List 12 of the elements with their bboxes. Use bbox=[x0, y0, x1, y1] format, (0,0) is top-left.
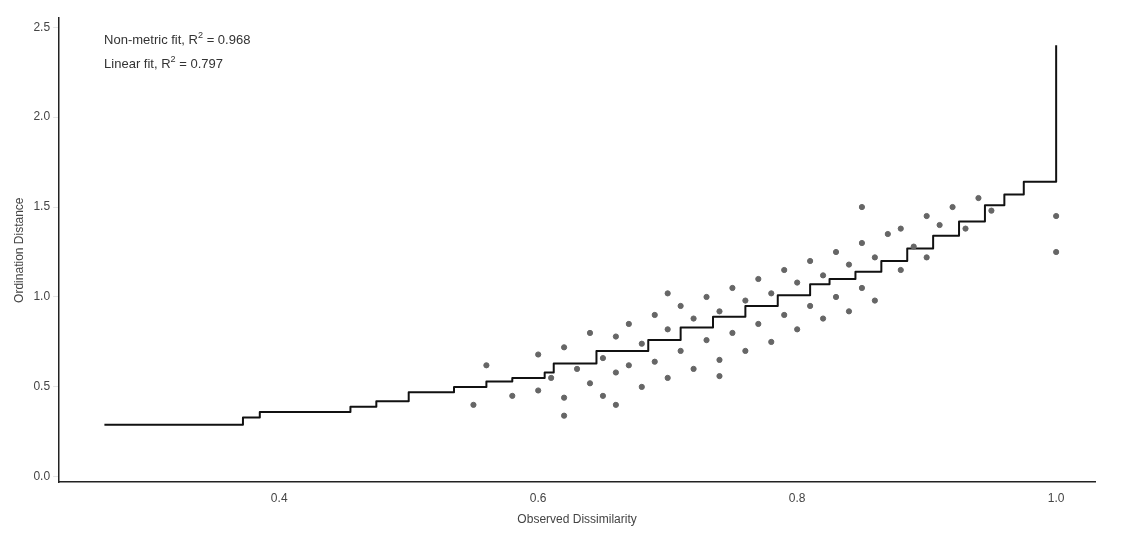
x-tick-label: 0.4 bbox=[270, 490, 288, 505]
x-tick-label: 0.6 bbox=[529, 490, 547, 505]
y-tick-label: 0.0 bbox=[33, 469, 51, 484]
y-axis-title: Ordination Distance bbox=[11, 197, 26, 303]
y-tick-label: 2.5 bbox=[33, 19, 51, 34]
y-tick-label: 1.0 bbox=[33, 289, 51, 304]
x-axis-title: Observed Dissimilarity bbox=[517, 512, 637, 527]
y-tick-label: 1.5 bbox=[33, 199, 51, 214]
x-tick-label: 1.0 bbox=[1047, 490, 1065, 505]
y-tick-label: 0.5 bbox=[33, 379, 51, 394]
y-tick-label: 2.0 bbox=[33, 109, 51, 124]
x-tick-label: 0.8 bbox=[788, 490, 806, 505]
